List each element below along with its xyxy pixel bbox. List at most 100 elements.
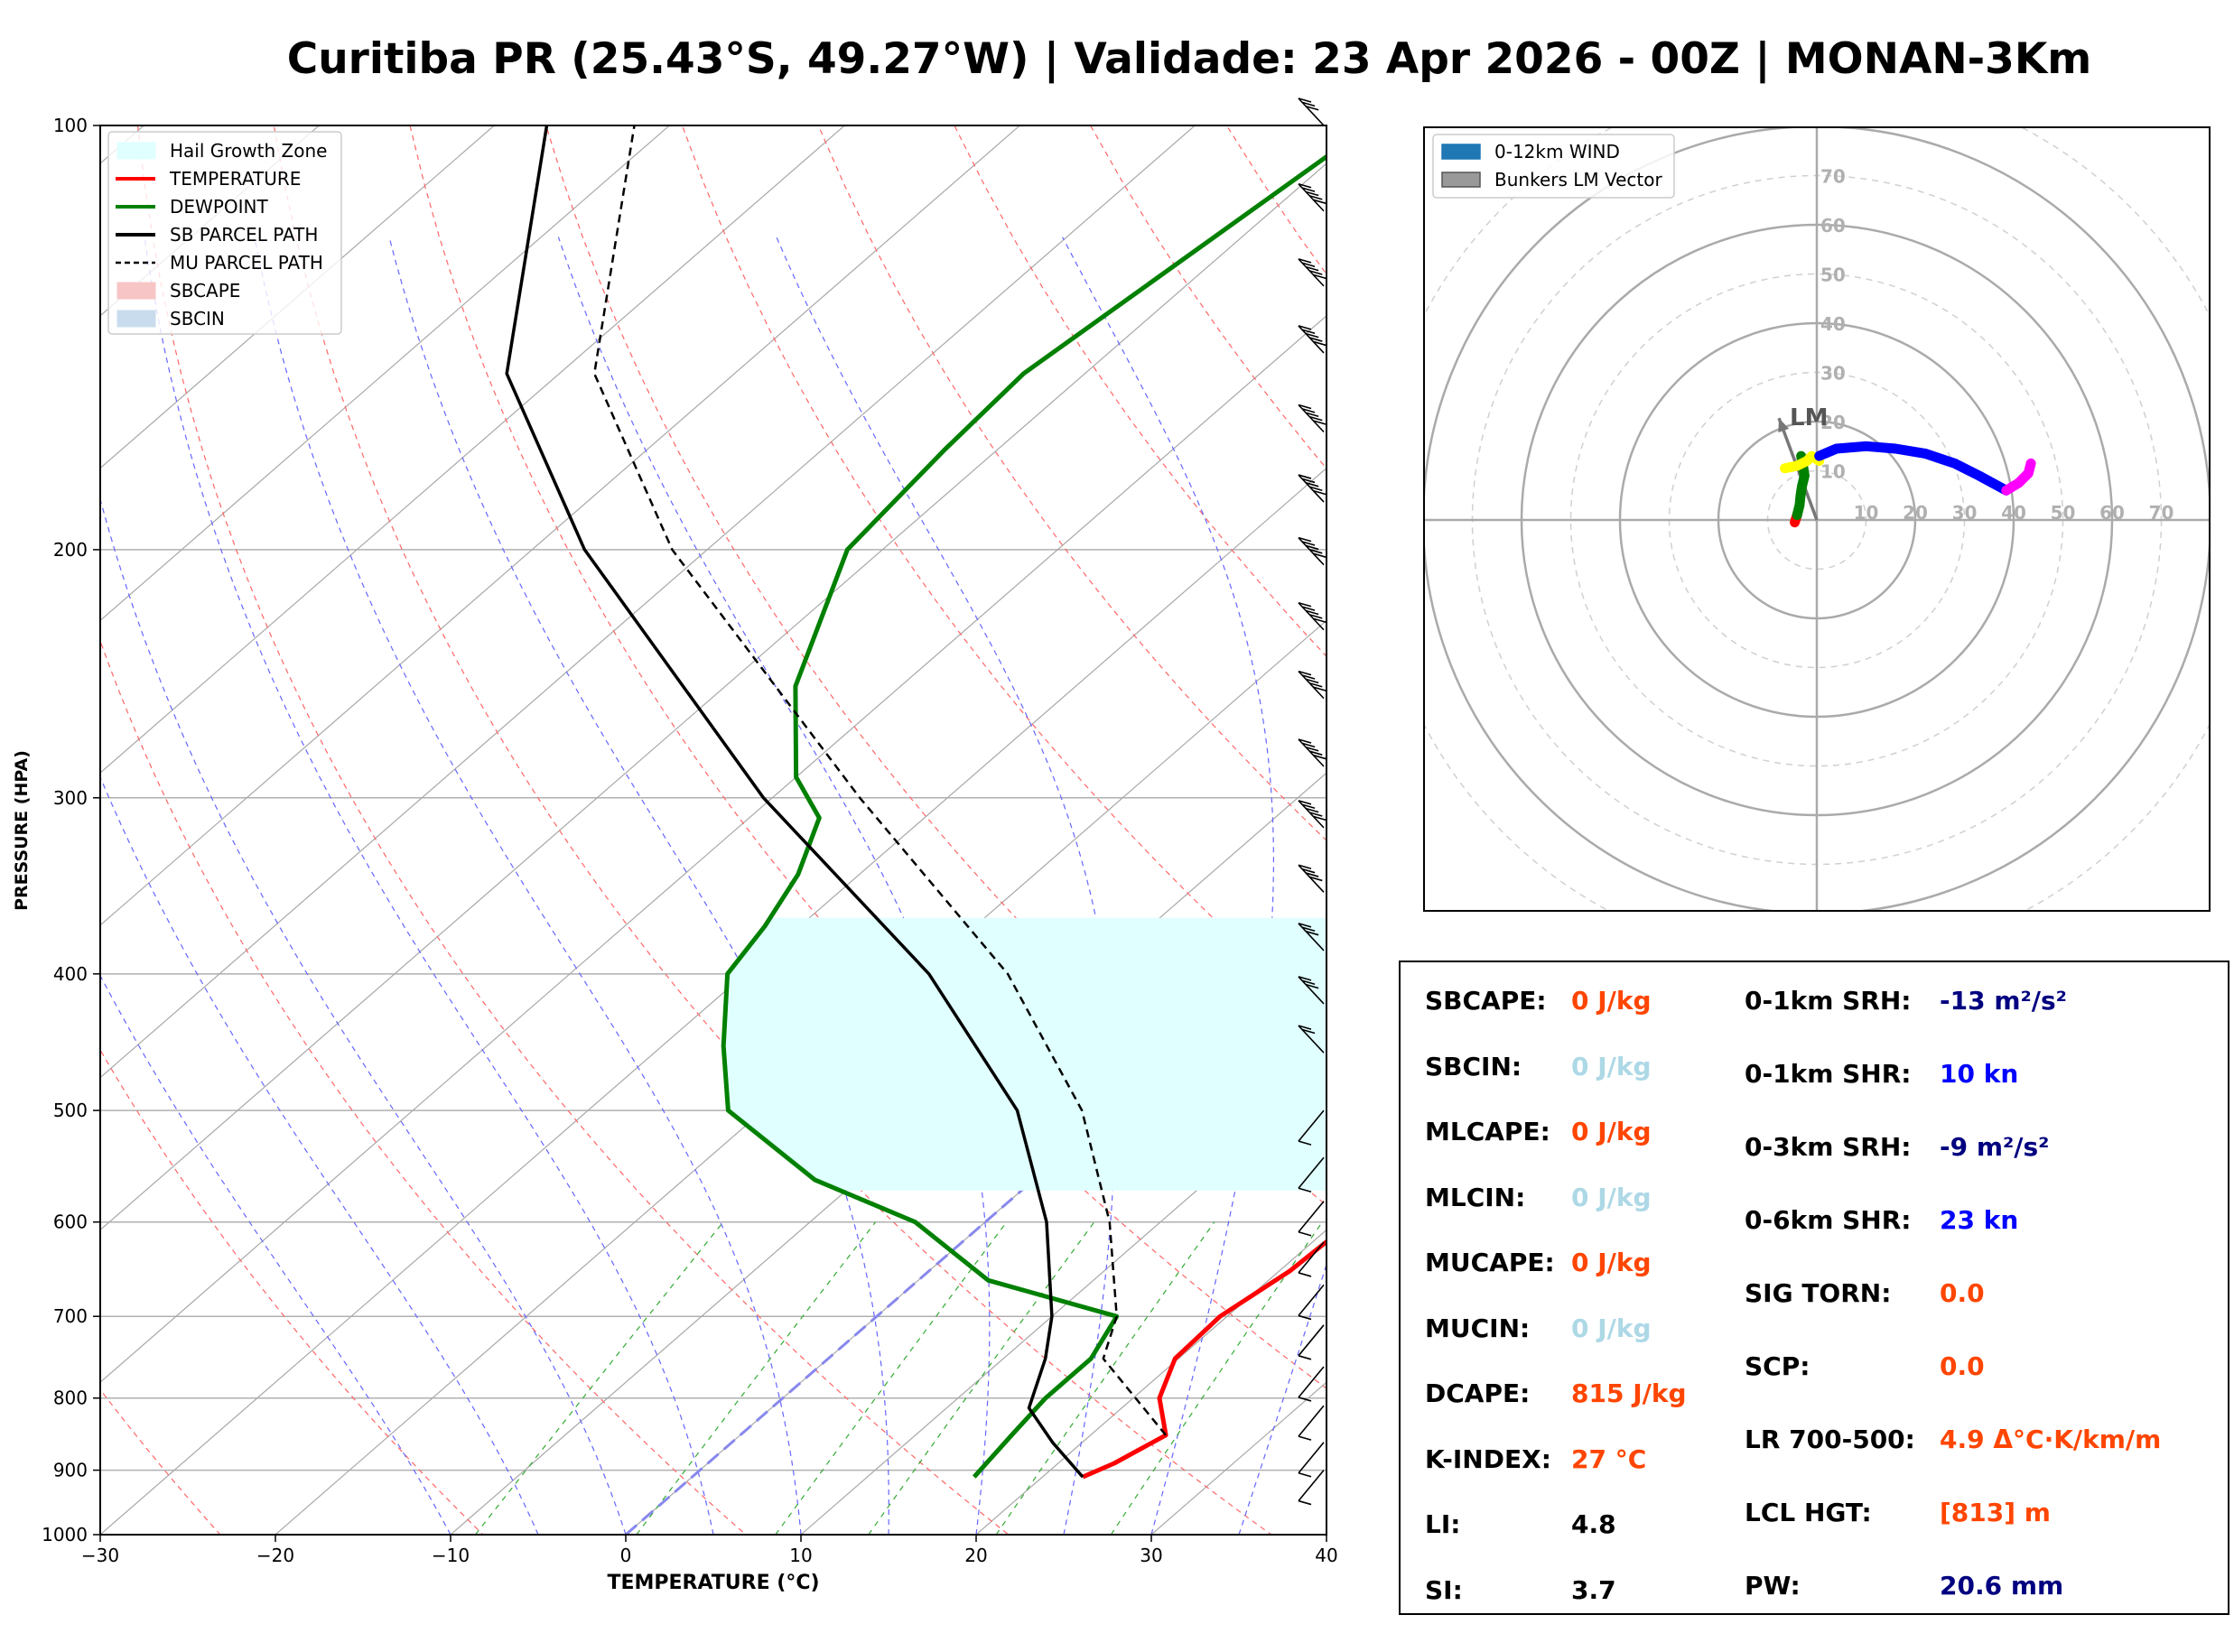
moist-adiabat (144, 237, 714, 1535)
parameter-label: MLCIN: (1425, 1182, 1526, 1212)
parameter-value: 0.0 (1940, 1278, 1985, 1308)
parameter-label: 0-3km SRH: (1745, 1132, 1912, 1162)
wind-barb (1298, 1156, 1325, 1193)
wind-barb (1298, 670, 1326, 700)
parameter-label: SI: (1425, 1574, 1463, 1605)
wind-barb (1298, 864, 1325, 893)
dry-adiabat (545, 125, 1326, 1206)
wind-barb (1298, 1284, 1325, 1321)
skew-t-legend: Hail Growth Zone TEMPERATURE DEWPOINT SB PA… (107, 131, 342, 335)
isotherm-line (450, 772, 1326, 1535)
wind-barb (1298, 1470, 1325, 1506)
parameter-value: 10 kn (1940, 1059, 2019, 1089)
series-temperature (1082, 1239, 1326, 1480)
wind-barb (1298, 1324, 1325, 1360)
wind-barb (1298, 97, 1325, 126)
chart-title: Curitiba PR (25.43°S, 49.27°W) | Validad… (286, 34, 2092, 84)
wind-barb (1298, 182, 1326, 212)
series-dewpoint (721, 153, 1326, 1479)
legend-label: MU PARCEL PATH (170, 252, 323, 274)
moist-adiabat (100, 974, 451, 1535)
legend-label: SBCAPE (170, 280, 240, 302)
parameter-value: 27 °C (1571, 1443, 1647, 1474)
moist-adiabat (557, 237, 991, 1535)
dry-adiabat (136, 125, 1010, 1535)
series-mu-parcel-path (592, 125, 1168, 1436)
wind-barb (1298, 536, 1326, 566)
mixing-ratio-line (475, 1221, 724, 1535)
parameter-value: 4.8 (1571, 1509, 1616, 1539)
isotherm-line (800, 1076, 1326, 1535)
y-axis-label: PRESSURE (HPA) (12, 750, 32, 911)
parameter-label: PW: (1745, 1571, 1801, 1601)
legend-swatch (116, 282, 156, 300)
parameter-value: 0 J/kg (1571, 1248, 1652, 1277)
moist-adiabat (1062, 237, 1275, 1535)
dry-adiabat (100, 1048, 484, 1535)
parameter-label: MUCAPE: (1425, 1248, 1555, 1277)
moist-adiabat (776, 237, 1116, 1535)
parameter-label: SBCIN: (1425, 1051, 1522, 1081)
moist-adiabat (1238, 1262, 1326, 1535)
y-tick-label: 400 (53, 963, 88, 985)
parameter-value: -13 m²/s² (1940, 986, 2067, 1016)
wind-barb (1298, 601, 1326, 631)
legend-swatch (116, 310, 156, 328)
mixing-ratio-line (1110, 1221, 1323, 1535)
dry-adiabat (100, 1388, 221, 1535)
x-tick-label: 20 (964, 1545, 987, 1566)
parameter-value: 0 J/kg (1571, 986, 1652, 1016)
wind-barb (1298, 258, 1326, 287)
wind-barb (1298, 474, 1326, 503)
isotherm-line (100, 315, 1326, 1384)
wind-barb (1298, 738, 1326, 767)
x-tick-label: −30 (81, 1545, 119, 1566)
parameter-value: 20.6 mm (1940, 1571, 2064, 1601)
parameter-label: 0-1km SRH: (1745, 986, 1912, 1016)
parameter-value: -9 m²/s² (1940, 1132, 2050, 1162)
y-tick-label: 500 (53, 1100, 88, 1121)
parameter-value: 0 J/kg (1571, 1182, 1652, 1212)
parameter-label: SBCAPE: (1425, 986, 1547, 1016)
moist-adiabat (100, 775, 539, 1535)
wind-barb (1298, 1025, 1325, 1053)
parameters-panel: SBCAPE: 0 J/kg SBCIN: 0 J/kg MLCAPE: 0 J/kg ML… (1399, 961, 2229, 1615)
parameter-value: 0.0 (1940, 1351, 1985, 1381)
parameter-label: SIG TORN: (1745, 1278, 1892, 1308)
x-tick-label: 10 (789, 1545, 812, 1566)
parameter-value: 4.9 Δ°C·K/km/m (1940, 1425, 2162, 1454)
moist-adiabat (254, 237, 802, 1535)
parameter-label: K-INDEX: (1425, 1443, 1551, 1474)
isotherm-line (975, 1229, 1326, 1535)
isotherm-line (100, 467, 1326, 1535)
x-axis-label: TEMPERATURE (°C) (607, 1572, 819, 1594)
dry-adiabat (100, 639, 747, 1535)
parameter-label: DCAPE: (1425, 1378, 1531, 1408)
mixing-ratio-line (868, 1221, 1095, 1535)
mixing-ratio-line (775, 1221, 1008, 1535)
y-tick-label: 900 (53, 1460, 88, 1481)
wind-barb (1298, 800, 1326, 829)
y-tick-label: 1000 (42, 1524, 88, 1545)
series-sb-parcel-path (505, 125, 1084, 1479)
isotherm-line (100, 125, 496, 469)
legend-label: Hail Growth Zone (170, 140, 327, 162)
wind-barb (1298, 325, 1326, 354)
wind-barb (1298, 1405, 1325, 1441)
parameter-label: 0-6km SHR: (1745, 1205, 1912, 1235)
wind-barb (1298, 1109, 1325, 1146)
parameter-value: [813] m (1940, 1498, 2051, 1527)
legend-label: DEWPOINT (170, 196, 268, 218)
legend-swatch (116, 142, 156, 160)
parameter-value: 0 J/kg (1571, 1051, 1652, 1081)
wind-barb (1298, 976, 1325, 1005)
dry-adiabat (409, 125, 1326, 1389)
wind-barb (1298, 1442, 1325, 1478)
parameter-value: 3.7 (1571, 1574, 1616, 1605)
legend-label: SBCIN (170, 308, 225, 329)
x-tick-label: 40 (1315, 1545, 1337, 1566)
wind-barb (1298, 1201, 1325, 1237)
x-tick-label: −20 (256, 1545, 294, 1566)
parameter-label: MUCIN: (1425, 1313, 1531, 1343)
